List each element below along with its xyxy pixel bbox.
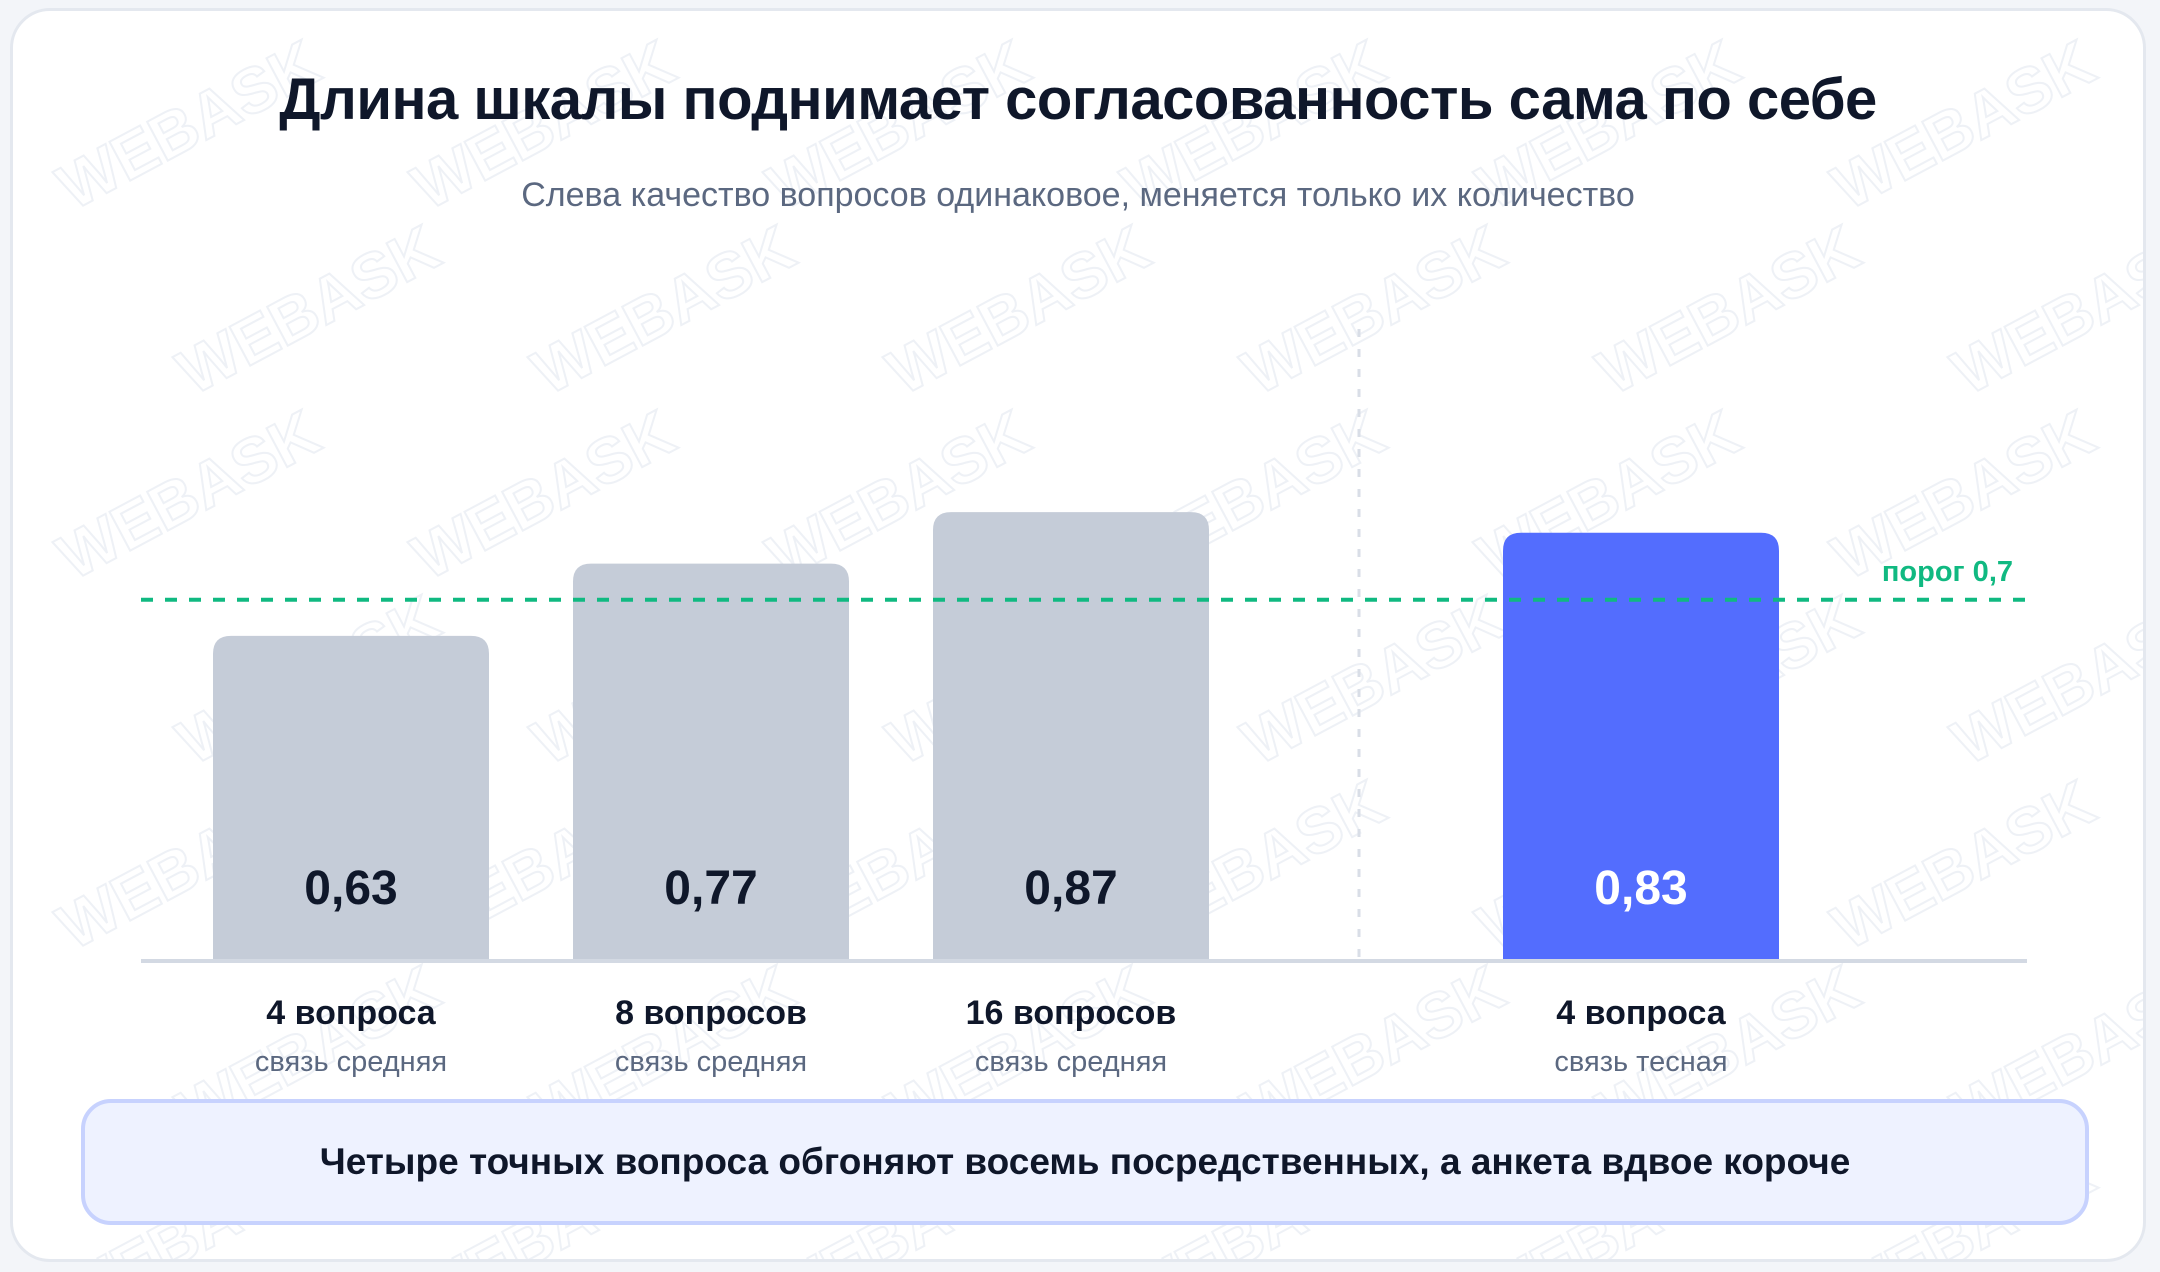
threshold-label: порог 0,7 <box>1882 556 2013 588</box>
bar-value-label: 0,87 <box>1024 862 1117 915</box>
category-sublabel: связь средняя <box>615 1046 807 1078</box>
bar-value-label: 0,83 <box>1594 862 1687 915</box>
bar <box>213 635 489 961</box>
category-sublabel: связь средняя <box>975 1046 1167 1078</box>
bar-value-label: 0,63 <box>304 862 397 915</box>
bar-value-label: 0,77 <box>664 862 757 915</box>
summary-callout: Четыре точных вопроса обгоняют восемь по… <box>81 1099 2089 1225</box>
category-label: 4 вопроса <box>1556 994 1727 1032</box>
summary-text: Четыре точных вопроса обгоняют восемь по… <box>319 1141 1851 1182</box>
bar <box>1503 532 1779 961</box>
bar <box>573 563 849 961</box>
chart-subtitle: Слева качество вопросов одинаковое, меня… <box>521 176 1635 214</box>
bar <box>933 512 1209 961</box>
category-label: 8 вопросов <box>615 994 807 1032</box>
bar-chart: 0,63 4 вопроса связь средняя 0,77 8 вопросов… <box>141 329 2027 1078</box>
category-label: 4 вопроса <box>266 994 437 1032</box>
category-sublabel: связь средняя <box>255 1046 447 1078</box>
category-label: 16 вопросов <box>966 994 1177 1032</box>
chart-title: Длина шкалы поднимает согласованность са… <box>279 67 1877 132</box>
category-sublabel: связь тесная <box>1554 1046 1727 1078</box>
chart-card: WEBASK WEBASK WEBASK WEBASK WEBASK WEBASK WEBA… <box>10 8 2146 1262</box>
